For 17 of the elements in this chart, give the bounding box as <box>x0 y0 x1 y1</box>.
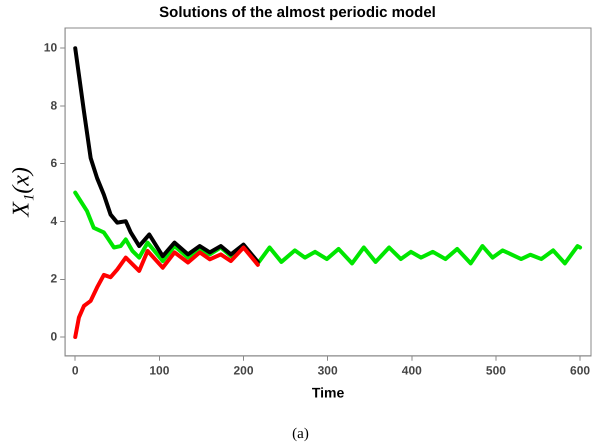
y-tick-label: 4 <box>50 214 58 228</box>
y-tick-label: 6 <box>50 156 58 170</box>
y-tick-label: 0 <box>50 329 58 344</box>
y-axis-title: X₁(x) <box>8 167 35 218</box>
x-tick-label: 300 <box>318 363 338 378</box>
x-tick-label: 400 <box>402 363 422 378</box>
x-axis-title: Time <box>312 384 344 400</box>
chart-title: Solutions of the almost periodic model <box>159 4 436 22</box>
x-tick-label: 0 <box>72 363 79 378</box>
x-tick-label: 200 <box>234 363 254 378</box>
y-tick-label: 8 <box>50 98 58 112</box>
x-tick-label: 100 <box>149 363 170 378</box>
x-tick-label: 500 <box>486 363 506 378</box>
y-tick-label: 2 <box>50 272 58 286</box>
x-tick-label: 600 <box>570 363 590 378</box>
y-tick-label: 10 <box>44 40 58 55</box>
text: (a) <box>292 426 309 442</box>
